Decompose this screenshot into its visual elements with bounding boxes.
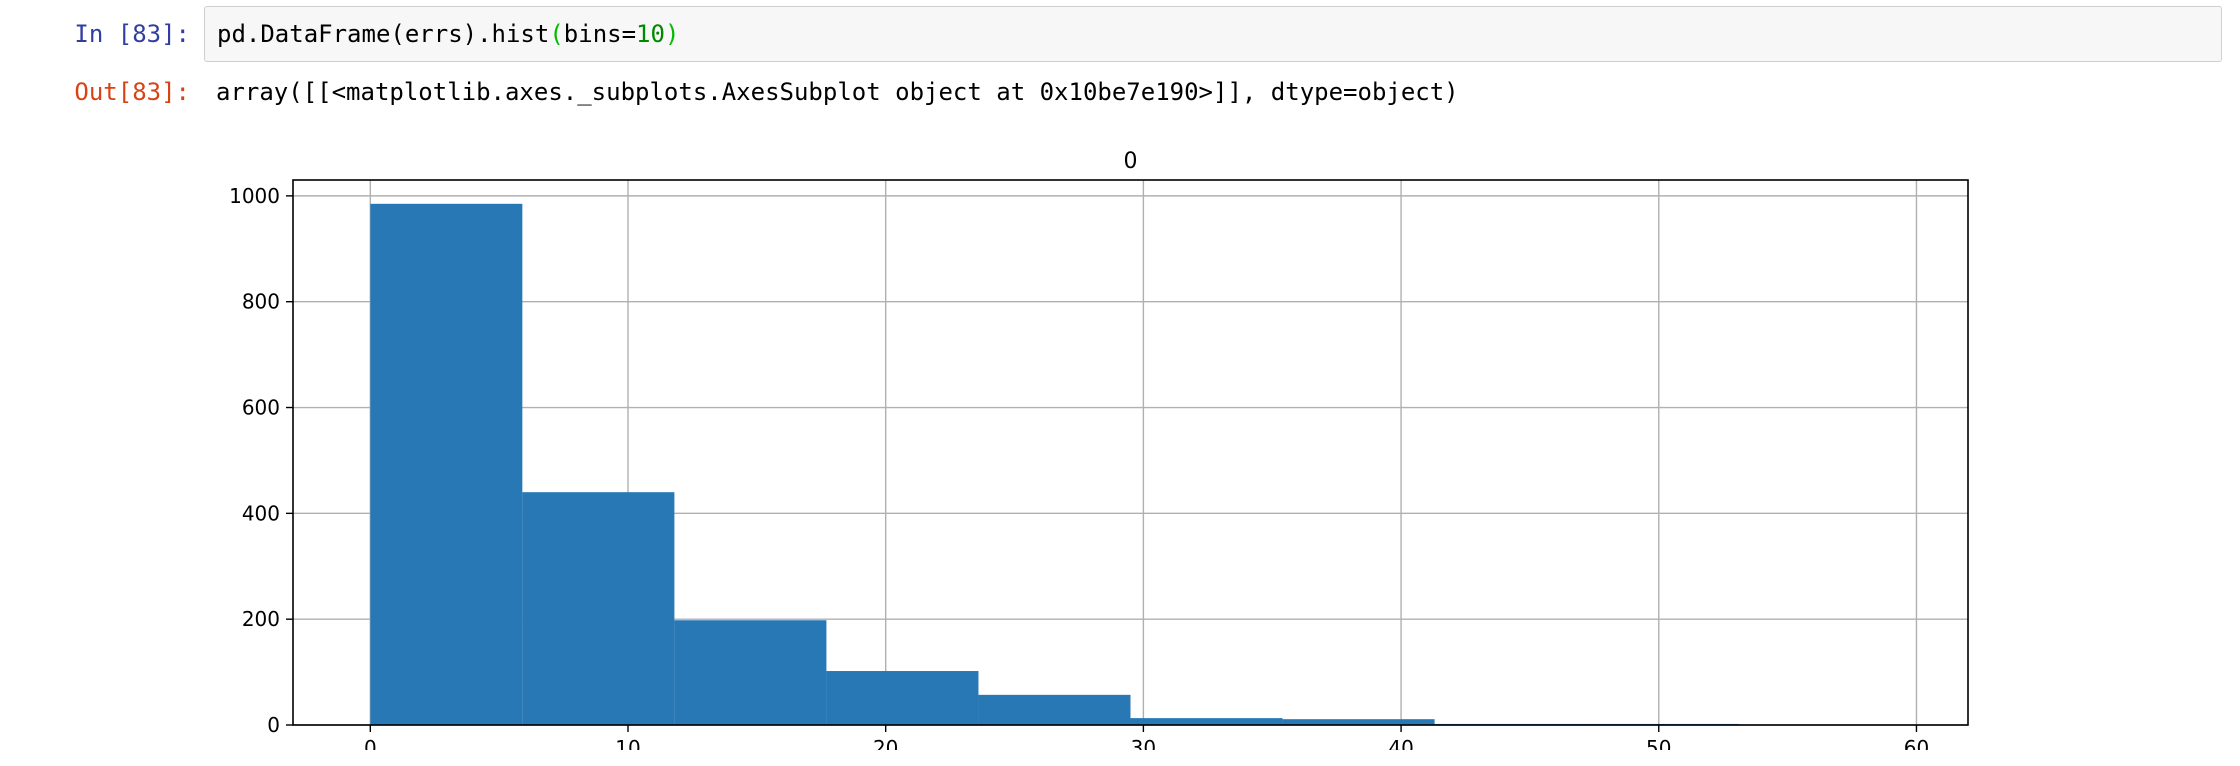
- y-tick-label: 200: [242, 607, 280, 631]
- code-number: 10: [636, 20, 665, 48]
- input-prompt: In [83]:: [74, 20, 190, 48]
- x-tick-label: 0: [364, 736, 377, 750]
- histogram-bar: [674, 620, 827, 725]
- plot-frame: [292, 179, 1969, 726]
- x-tick-label: 20: [873, 736, 898, 750]
- histogram-bar: [826, 671, 979, 725]
- histogram-bar: [522, 492, 675, 725]
- code-call: pd.DataFrame(errs).hist: [217, 20, 550, 48]
- x-tick-label: 40: [1388, 736, 1413, 750]
- code-paren-open: (: [549, 20, 564, 48]
- code-text[interactable]: pd.DataFrame(errs).hist(bins=10): [217, 18, 679, 50]
- chart-title: 0: [1124, 149, 1138, 174]
- histogram-plot: 0 10 20 30 40 50 60 0 200 400 600 800 1000 0: [200, 130, 2000, 760]
- x-tick-label: 60: [1904, 736, 1929, 750]
- y-tick-label: 0: [267, 713, 280, 737]
- y-tick-label: 800: [242, 290, 280, 314]
- code-argument: bins=: [563, 20, 637, 48]
- x-tick-label: 50: [1646, 736, 1671, 750]
- y-tick-label: 1000: [229, 184, 280, 208]
- code-paren-close: ): [664, 20, 680, 48]
- y-tick-label: 400: [242, 501, 280, 525]
- output-prompt: Out[83]:: [74, 78, 190, 106]
- histogram-bar: [978, 694, 1131, 725]
- histogram-bar: [1282, 719, 1435, 725]
- y-tick-label: 600: [242, 396, 280, 420]
- output-text: array([[<matplotlib.axes._subplots.AxesS…: [216, 78, 1459, 106]
- histogram-bar: [370, 203, 523, 725]
- x-tick-label: 10: [615, 736, 640, 750]
- x-tick-label: 30: [1131, 736, 1156, 750]
- histogram-bar: [1130, 718, 1283, 725]
- code-cell[interactable]: pd.DataFrame(errs).hist(bins=10): [204, 6, 2222, 62]
